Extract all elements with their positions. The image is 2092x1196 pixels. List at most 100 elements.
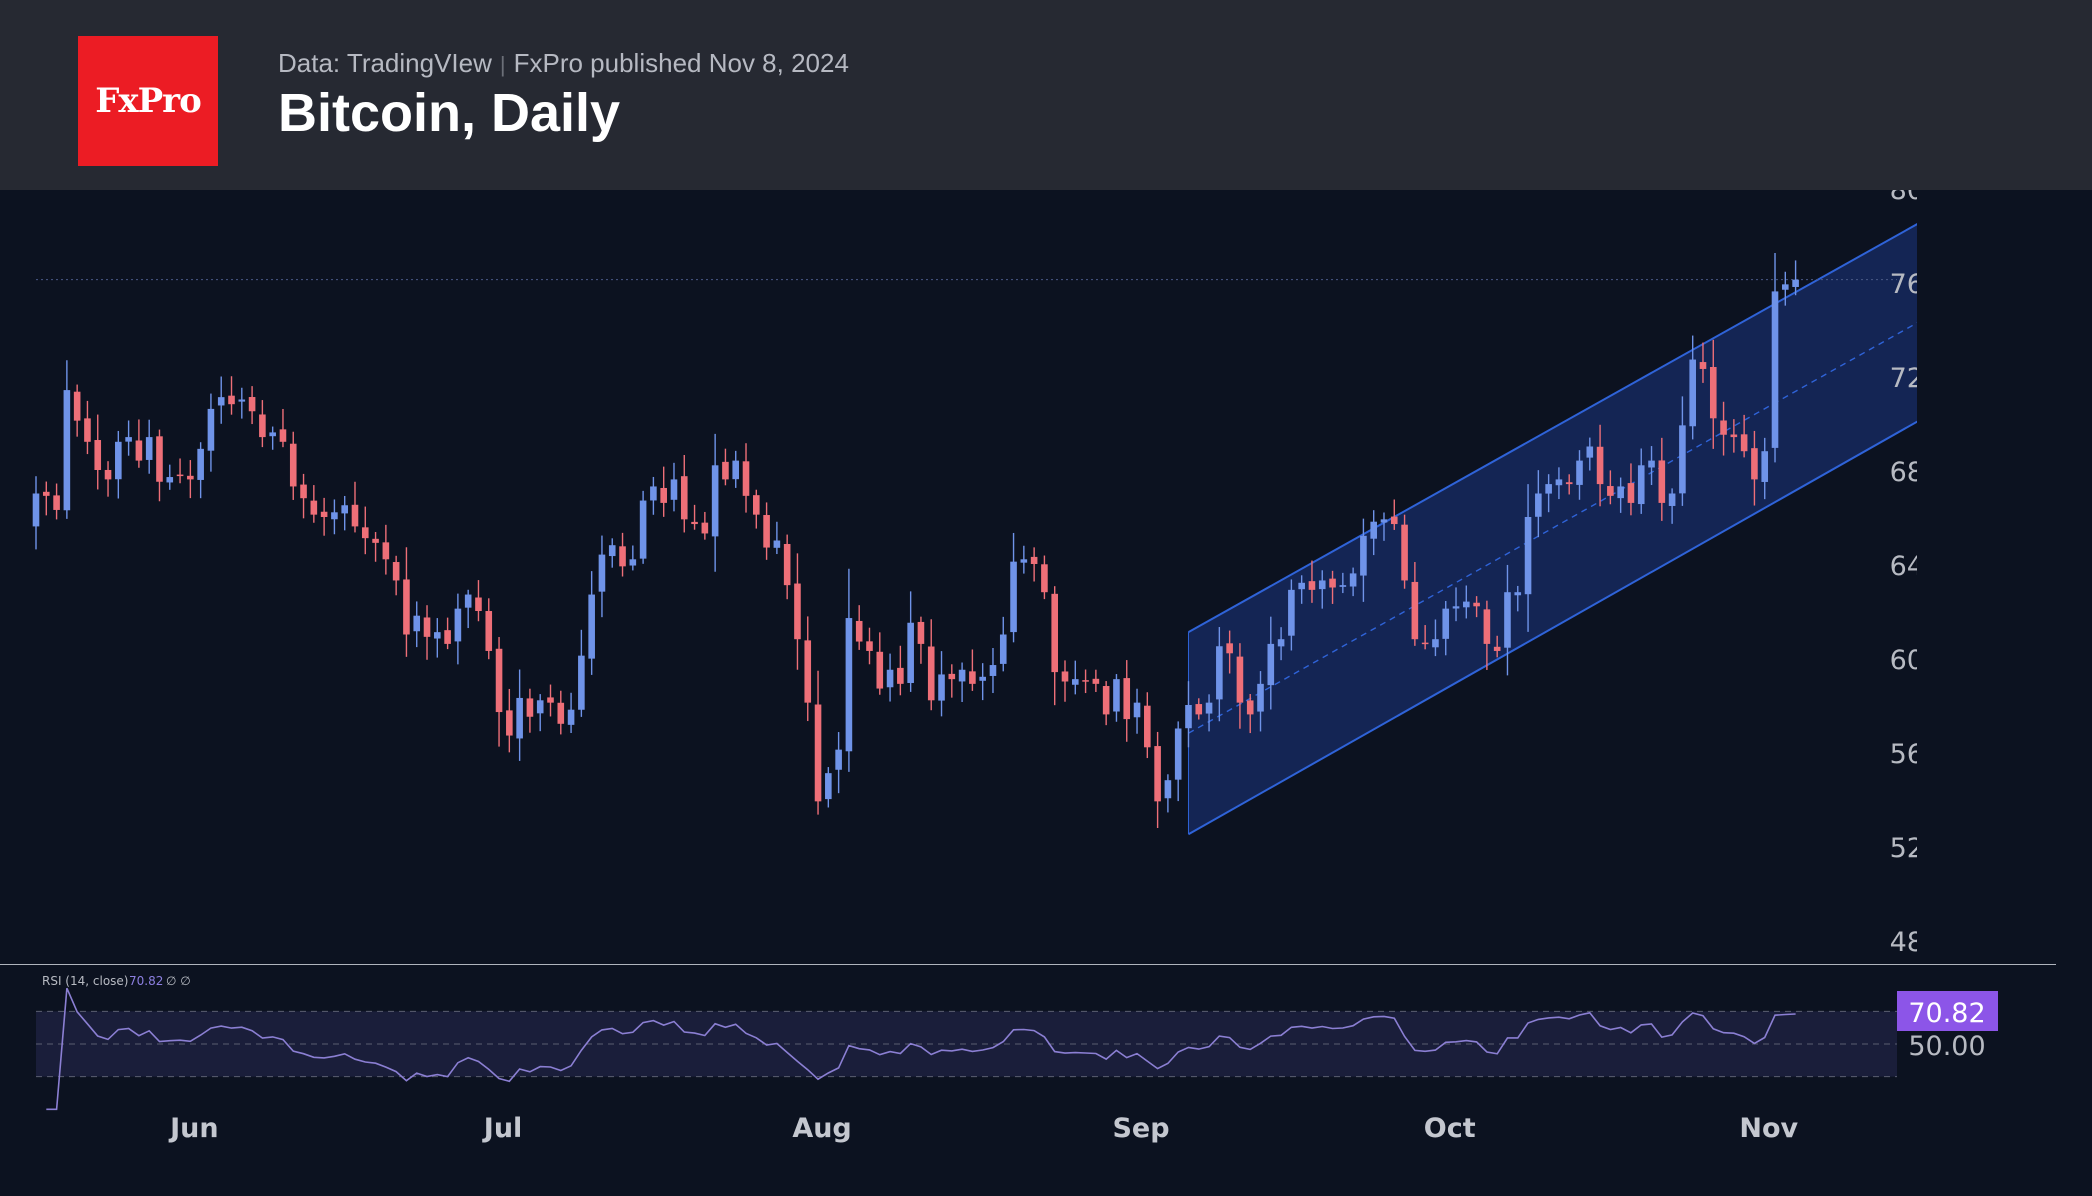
candle-body: [629, 559, 637, 566]
candle-body: [217, 397, 225, 406]
candle: [1226, 630, 1233, 674]
candle-body: [1648, 460, 1655, 468]
candle: [228, 376, 235, 415]
price-tick-label: 76,000.00: [1890, 269, 2027, 300]
candle-body: [197, 448, 204, 480]
rsi-legend-value: 70.82: [129, 974, 163, 988]
candle-body: [989, 665, 997, 676]
price-tick-label: 56,000.00: [1890, 739, 2027, 770]
price-tick-label: 52,000.00: [1890, 833, 2027, 864]
candle: [382, 524, 390, 575]
rsi-label: RSI (14, close): [42, 974, 128, 988]
candle-body: [557, 702, 565, 724]
candle: [1565, 474, 1573, 495]
candle: [825, 767, 832, 808]
candle-body: [104, 469, 112, 480]
candle-body: [876, 651, 884, 689]
candle: [897, 645, 904, 696]
candle-body: [310, 500, 318, 515]
candle-body: [1349, 573, 1357, 587]
main-pane: [32, 223, 1917, 836]
candle-body: [660, 487, 667, 503]
candle: [989, 648, 997, 694]
candle: [578, 629, 585, 717]
candle-body: [1421, 642, 1429, 645]
candle: [361, 506, 369, 555]
candle-body: [1576, 460, 1583, 485]
candle-body: [166, 477, 174, 483]
candle-body: [1555, 479, 1563, 486]
candle-body: [1668, 493, 1676, 506]
candle: [722, 448, 729, 486]
candle: [104, 461, 112, 497]
candle-body: [1545, 484, 1552, 494]
candle-body: [1041, 564, 1048, 593]
candle: [1648, 446, 1655, 486]
candle: [1339, 572, 1347, 594]
candle: [1144, 692, 1151, 759]
candle: [207, 393, 215, 472]
candle-body: [1483, 609, 1491, 644]
rsi-legend-extra: ∅ ∅: [166, 974, 191, 988]
candle: [516, 669, 523, 761]
candle: [1401, 514, 1408, 589]
candle-body: [1318, 580, 1326, 590]
candle-body: [1246, 700, 1254, 715]
candle: [1133, 688, 1141, 734]
candle-body: [156, 436, 163, 482]
candle-body: [145, 437, 153, 460]
candle: [1123, 660, 1131, 742]
candle: [434, 618, 441, 658]
candle-body: [176, 474, 184, 477]
candle-body: [1113, 679, 1120, 712]
candle: [300, 473, 307, 519]
chart-title: Bitcoin, Daily: [278, 83, 621, 143]
candle-body: [84, 418, 91, 442]
candle-body: [711, 465, 719, 537]
candle-body: [1298, 582, 1305, 590]
candle: [1308, 560, 1316, 603]
candle: [197, 442, 204, 499]
fxpro-logo[interactable]: FxPro: [78, 36, 218, 166]
candle-body: [814, 704, 822, 802]
candle-body: [773, 540, 781, 548]
header-bar: FxPro Data: TradingVIew | FxPro published …: [0, 0, 2092, 190]
candle-body: [207, 408, 215, 451]
candle: [1288, 579, 1295, 651]
price-tick-label: 72,000.00: [1890, 363, 2027, 394]
candle-body: [1637, 465, 1645, 505]
candle: [1360, 518, 1367, 602]
rsi-level-label: 50.00: [1908, 1031, 1985, 1062]
candle-body: [320, 511, 328, 517]
candle-body: [1174, 728, 1182, 780]
candle: [1689, 335, 1696, 440]
candle: [1751, 430, 1758, 506]
candle-body: [578, 655, 585, 710]
header-subtitle: Data: TradingVIew | FxPro published Nov 8,…: [278, 48, 849, 79]
candle: [999, 616, 1007, 672]
candle: [1102, 681, 1110, 726]
candle: [547, 684, 554, 717]
candle: [1679, 396, 1686, 506]
candle: [1473, 596, 1480, 618]
candle: [331, 499, 338, 535]
candle: [619, 532, 626, 577]
candle-body: [1627, 483, 1635, 503]
rsi-line: [46, 987, 1796, 1111]
candle-body: [238, 399, 246, 402]
candle-body: [958, 669, 966, 682]
candle: [1051, 586, 1059, 706]
candle-body: [269, 432, 276, 437]
candle-body: [650, 486, 657, 501]
candle-body: [1463, 601, 1470, 608]
candle: [680, 454, 688, 533]
candle-body: [1360, 535, 1367, 576]
candle: [1545, 474, 1552, 513]
candle: [763, 502, 770, 560]
candle-body: [886, 669, 894, 688]
candle-body: [763, 515, 770, 548]
candle-body: [413, 615, 421, 632]
candle-body: [845, 618, 853, 752]
candle: [1463, 585, 1470, 619]
